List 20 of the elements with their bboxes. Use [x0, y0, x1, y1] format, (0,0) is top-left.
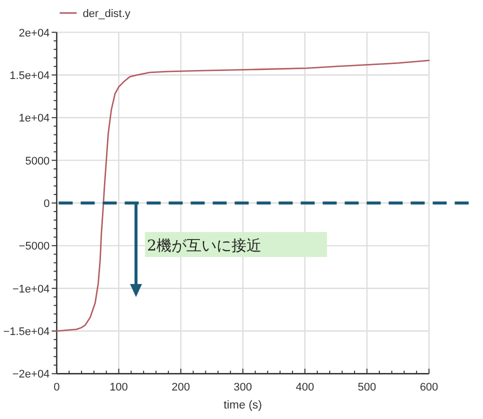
y-tick-label: −2e+04: [12, 368, 50, 381]
x-tick-label: 300: [234, 382, 252, 394]
y-tick-label: −1e+04: [12, 283, 50, 296]
y-tick-label: 1.5e+04: [10, 70, 50, 82]
x-axis-title: time (s): [224, 400, 262, 412]
x-tick-label: 600: [420, 382, 438, 394]
y-tick-label: −1.5e+04: [3, 326, 50, 338]
x-tick-label: 500: [358, 382, 376, 394]
x-tick-label: 0: [54, 382, 60, 394]
y-tick-label: 5000: [25, 155, 50, 168]
x-tick-label: 100: [110, 382, 128, 394]
x-tick-label: 200: [172, 382, 190, 394]
y-tick-label: 1e+04: [18, 112, 50, 125]
y-tick-label: −5000: [18, 240, 50, 253]
y-tick-label: 2e+04: [18, 27, 50, 40]
line-series: [56, 60, 430, 332]
legend-label: der_dist.y: [82, 8, 131, 20]
annotation: 2機が互いに接近: [147, 236, 262, 254]
y-tick-label: 0: [44, 198, 50, 210]
x-tick-label: 400: [296, 382, 314, 394]
